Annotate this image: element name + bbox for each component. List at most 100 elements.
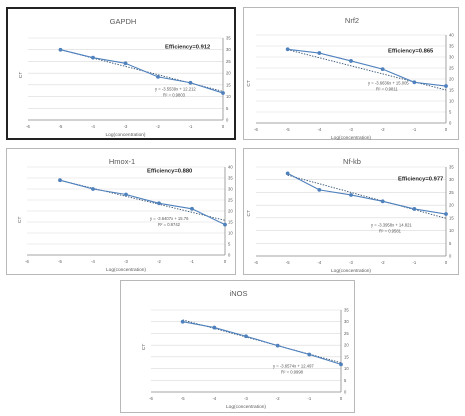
gapdh-y-tick-label: 20 <box>226 71 231 76</box>
gapdh-y-axis-label: CT <box>18 72 24 78</box>
hmox1-y-tick-label: 25 <box>228 198 233 203</box>
nfkb-data-point[interactable] <box>444 212 448 216</box>
hmox1-x-tick-label: -4 <box>91 259 95 264</box>
hmox1-trendline <box>59 179 226 221</box>
nfkb-y-tick-label: 20 <box>449 203 454 208</box>
chart-panel-gapdh[interactable]: GAPDH 0 5 10 15 20 25 30 35 -6 -5 -4 -3 -2 -1 0 Log(conc… <box>6 7 236 140</box>
hmox1-efficiency-label: Efficiency=0.880 <box>147 168 192 174</box>
chart-svg-inos: iNOS 0 5 10 15 20 25 30 35 -6 -5 -4 -3 -2 -1 0 Log(conce… <box>141 289 349 410</box>
hmox1-data-point[interactable] <box>91 187 95 191</box>
nfkb-chart-title: Nf-kb <box>343 157 361 166</box>
nfkb-y-tick-label: 25 <box>449 190 454 195</box>
nrf2-y-tick-label: 30 <box>449 55 454 60</box>
inos-trend-equation: y = -3.6574x + 12.497 <box>273 363 314 368</box>
inos-data-point[interactable] <box>339 362 343 367</box>
gapdh-chart-title: GAPDH <box>110 17 137 26</box>
nrf2-efficiency-label: Efficiency=0.865 <box>388 49 434 55</box>
inos-chart-title: iNOS <box>230 289 248 298</box>
gapdh-data-point[interactable] <box>221 91 225 95</box>
inos-data-point[interactable] <box>307 352 312 357</box>
nrf2-data-point[interactable] <box>285 47 290 52</box>
gapdh-series-line <box>60 49 224 94</box>
nrf2-data-point[interactable] <box>349 59 353 63</box>
gapdh-data-point[interactable] <box>58 47 63 52</box>
nrf2-data-point[interactable] <box>412 80 417 85</box>
nfkb-x-tick-label: -2 <box>381 260 385 265</box>
inos-data-point[interactable] <box>244 334 248 339</box>
hmox1-data-point[interactable] <box>157 201 161 206</box>
inos-x-axis-label: Log(concentration) <box>226 404 266 410</box>
nrf2-y-tick-label: 25 <box>449 66 454 71</box>
nfkb-x-axis-label: Log(concentration) <box>331 268 371 274</box>
gapdh-y-tick-label: 15 <box>226 82 231 87</box>
hmox1-series-line <box>59 179 226 226</box>
hmox1-trend-equation: y = -3.6407x + 15.76 <box>150 216 189 221</box>
hmox1-y-tick-label: 30 <box>228 187 233 192</box>
nfkb-data-point[interactable] <box>317 187 322 192</box>
hmox1-data-point[interactable] <box>124 192 128 197</box>
nfkb-data-point[interactable] <box>285 171 290 176</box>
nfkb-y-tick-label: 15 <box>449 215 454 220</box>
inos-x-tick-label: -4 <box>212 396 216 401</box>
chart-svg-nrf2: Nrf2 0 5 10 15 20 25 30 35 40 -6 -5 -4 -3 -2 -1 0 Log(con… <box>246 16 454 141</box>
gapdh-data-point[interactable] <box>91 55 95 60</box>
gapdh-y-tick-label: 0 <box>226 118 229 123</box>
nrf2-x-tick-label: 0 <box>445 127 448 132</box>
nrf2-chart-title: Nrf2 <box>345 16 359 25</box>
inos-x-tick-label: -3 <box>244 396 248 401</box>
nrf2-y-tick-label: 15 <box>449 88 454 93</box>
nfkb-y-tick-label: 30 <box>449 177 454 182</box>
nfkb-x-tick-label: -4 <box>317 260 321 265</box>
nfkb-data-point[interactable] <box>412 207 417 211</box>
inos-y-tick-label: 30 <box>344 319 349 324</box>
nfkb-x-tick-label: -6 <box>254 260 258 265</box>
nrf2-x-tick-label: -2 <box>381 127 385 132</box>
nrf2-r-squared: R² = 0.9811 <box>376 86 398 91</box>
nfkb-data-point[interactable] <box>349 193 353 197</box>
inos-x-tick-label: 0 <box>340 396 343 401</box>
inos-y-axis-label: CT <box>141 344 147 350</box>
nrf2-x-tick-label: -1 <box>412 127 416 132</box>
nfkb-y-tick-label: 35 <box>449 165 454 170</box>
hmox1-data-point[interactable] <box>223 222 227 227</box>
inos-data-point[interactable] <box>275 343 280 348</box>
nfkb-x-tick-label: -3 <box>349 260 353 265</box>
hmox1-y-tick-label: 40 <box>228 165 233 170</box>
nfkb-data-point[interactable] <box>380 199 385 204</box>
gapdh-data-point[interactable] <box>123 61 128 66</box>
nrf2-data-point[interactable] <box>380 67 385 71</box>
nrf2-y-tick-label: 35 <box>449 44 454 49</box>
hmox1-data-point[interactable] <box>58 178 62 183</box>
inos-x-tick-label: -1 <box>307 396 311 401</box>
nrf2-y-tick-label: 0 <box>449 121 452 126</box>
chart-panel-nfkb[interactable]: Nf-kb 0 5 10 15 20 25 30 35 -6 -5 -4 -3 -2 -1 0 Log(conc… <box>243 148 459 275</box>
inos-x-tick-label: -5 <box>181 396 185 401</box>
inos-x-tick-label: -2 <box>276 396 280 401</box>
hmox1-y-tick-label: 20 <box>228 209 233 214</box>
nfkb-y-axis-label: CT <box>246 210 252 216</box>
chart-panel-hmox1[interactable]: Hmox-1 0 5 10 15 20 25 30 35 40 -6 -5 -4 -3 -2 -1 0 Log(c… <box>6 148 236 275</box>
inos-data-point[interactable] <box>212 325 217 330</box>
hmox1-x-tick-label: -5 <box>58 259 62 264</box>
gapdh-x-axis-label: Log(concentration) <box>106 132 146 138</box>
hmox1-data-point[interactable] <box>190 206 194 211</box>
nfkb-y-tick-label: 0 <box>449 254 452 259</box>
chart-panel-inos[interactable]: iNOS 0 5 10 15 20 25 30 35 -6 -5 -4 -3 -2 -1 0 Log(conce… <box>120 280 355 413</box>
nrf2-series-line <box>287 48 447 87</box>
nrf2-data-point[interactable] <box>317 51 322 55</box>
nrf2-trend-equation: y = -3.6636x + 15.005 <box>368 80 409 85</box>
hmox1-x-tick-label: -1 <box>190 259 194 264</box>
nrf2-y-tick-label: 5 <box>449 110 452 115</box>
gapdh-x-tick-label: -3 <box>124 124 128 129</box>
nrf2-data-point[interactable] <box>444 84 448 88</box>
gapdh-data-point[interactable] <box>188 80 193 85</box>
hmox1-x-tick-label: -3 <box>124 259 128 264</box>
hmox1-y-tick-label: 0 <box>228 253 231 258</box>
nrf2-x-tick-label: -5 <box>286 127 290 132</box>
gapdh-data-point[interactable] <box>156 74 160 79</box>
inos-data-point[interactable] <box>180 319 185 324</box>
hmox1-y-axis-label: CT <box>17 217 23 223</box>
hmox1-y-tick-label: 10 <box>228 231 233 236</box>
chart-panel-nrf2[interactable]: Nrf2 0 5 10 15 20 25 30 35 40 -6 -5 -4 -3 -2 -1 0 Log(con… <box>243 7 459 141</box>
hmox1-chart-title: Hmox-1 <box>109 157 135 166</box>
